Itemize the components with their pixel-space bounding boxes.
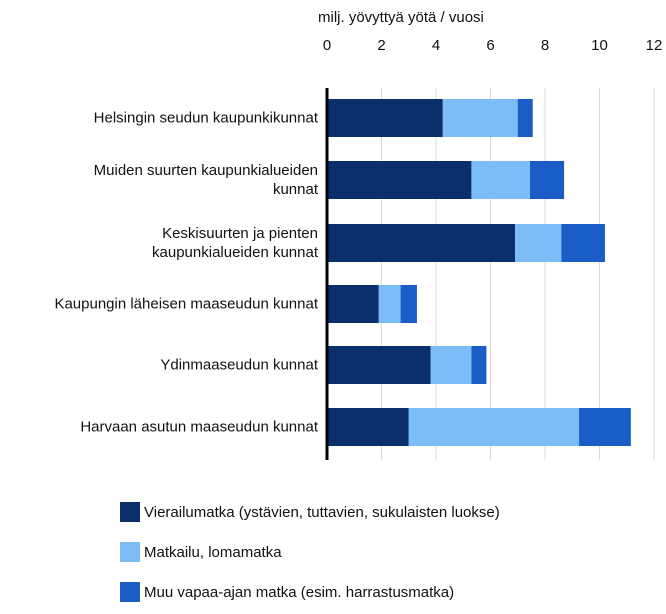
bar-segment [408, 408, 580, 446]
category-label: Harvaan asutun maaseudun kunnat [80, 418, 318, 436]
legend-label: Vierailumatka (ystävien, tuttavien, suku… [144, 503, 500, 521]
bar-segment [471, 161, 531, 199]
bar-segment [530, 161, 565, 199]
category-label: Keskisuurten ja pienten kaupunkialueiden… [152, 225, 318, 261]
bar-segment [515, 224, 562, 262]
legend-label: Matkailu, lomamatka [144, 543, 282, 561]
category-label: Muiden suurten kaupunkialueiden kunnat [93, 162, 318, 198]
legend-item: Vierailumatka (ystävien, tuttavien, suku… [120, 502, 500, 522]
legend-swatch [120, 502, 140, 522]
x-tick-label: 8 [541, 37, 549, 54]
category-label: Kaupungin läheisen maaseudun kunnat [54, 295, 318, 313]
legend-item: Matkailu, lomamatka [120, 542, 282, 562]
x-tick-label: 0 [323, 37, 331, 54]
bar-segment [517, 99, 533, 137]
bar-segment [579, 408, 631, 446]
bar-segment [400, 285, 417, 323]
legend-swatch [120, 582, 140, 602]
legend-label: Muu vapaa-ajan matka (esim. harrastusmat… [144, 583, 455, 601]
legend-swatch [120, 542, 140, 562]
bar-segment [327, 408, 409, 446]
x-tick-label: 4 [432, 37, 440, 54]
bar-segment [327, 99, 443, 137]
bar-segment [327, 285, 379, 323]
bar-segment [378, 285, 401, 323]
legend-item: Muu vapaa-ajan matka (esim. harrastusmat… [120, 582, 454, 602]
category-label: Helsingin seudun kaupunkikunnat [93, 109, 318, 127]
x-tick-label: 10 [591, 37, 608, 54]
x-tick-label: 2 [377, 37, 385, 54]
bar-segment [561, 224, 605, 262]
x-tick-label: 12 [646, 37, 663, 54]
bar-segment [442, 99, 518, 137]
bar-segment [471, 346, 487, 384]
category-label: Ydinmaaseudun kunnat [160, 356, 318, 374]
bar-segment [327, 161, 472, 199]
bar-segment [327, 346, 431, 384]
bar-segment [430, 346, 472, 384]
axis-title: milj. yövyttyä yötä / vuosi [318, 9, 484, 26]
bar-segment [327, 224, 516, 262]
x-tick-label: 6 [486, 37, 494, 54]
